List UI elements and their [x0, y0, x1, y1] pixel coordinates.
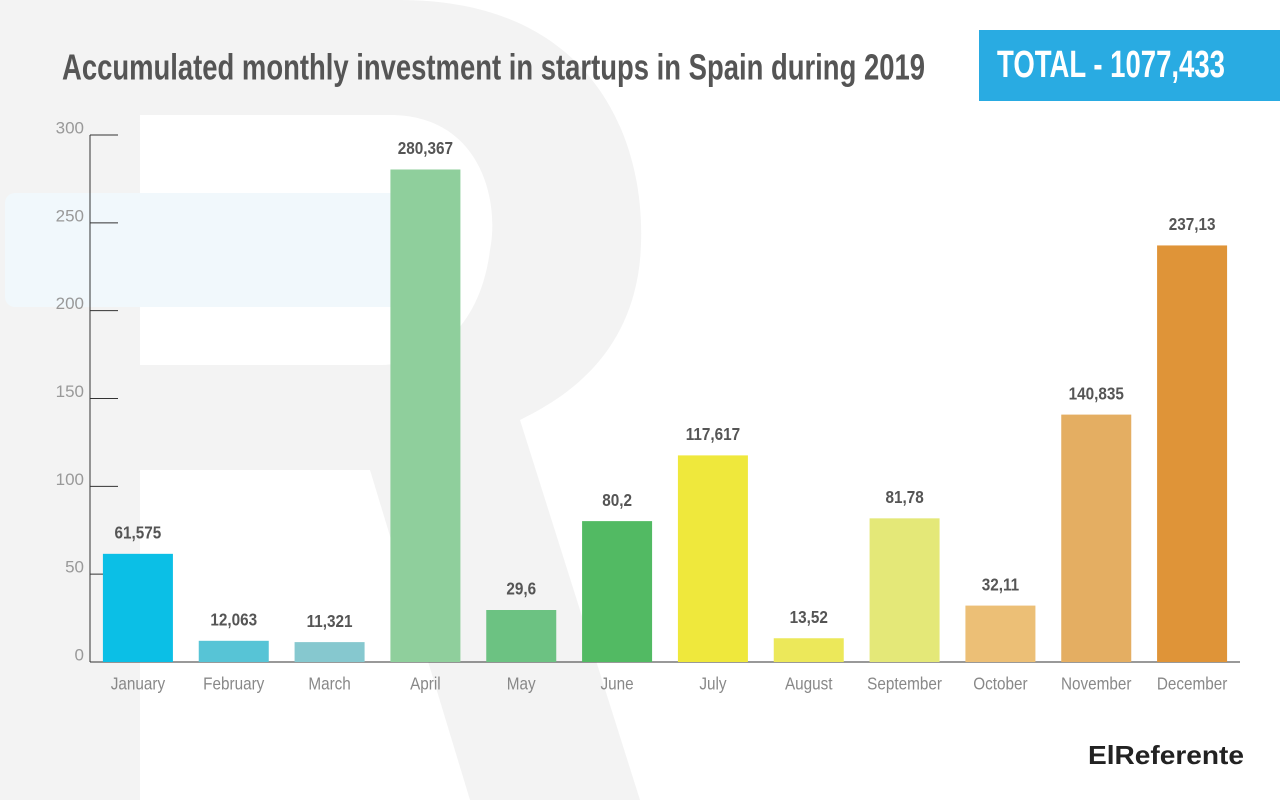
watermark-band — [5, 193, 405, 307]
bar — [869, 518, 940, 662]
value-label: 29,6 — [506, 579, 536, 599]
bar — [102, 553, 173, 662]
value-label: 140,835 — [1069, 383, 1124, 403]
bar — [390, 169, 461, 662]
x-tick-label: January — [111, 674, 166, 694]
bar — [198, 640, 269, 662]
y-tick-label: 100 — [56, 470, 84, 489]
bar — [582, 521, 653, 662]
y-tick-label: 0 — [75, 645, 84, 664]
bar — [677, 455, 748, 662]
value-label: 81,78 — [885, 487, 923, 507]
y-tick-label: 250 — [56, 206, 84, 225]
bar — [1061, 414, 1132, 662]
value-label: 11,321 — [307, 611, 353, 631]
bar — [773, 638, 844, 662]
value-label: 13,52 — [790, 607, 828, 627]
x-tick-label: May — [507, 674, 536, 694]
y-tick-label: 50 — [65, 558, 84, 577]
bar — [965, 605, 1036, 662]
x-tick-label: December — [1157, 674, 1228, 694]
x-tick-label: June — [601, 674, 634, 694]
total-label: TOTAL - 1077,433 — [997, 44, 1225, 86]
logo: ElReferente — [1088, 740, 1244, 770]
x-tick-label: September — [867, 674, 942, 694]
value-label: 280,367 — [398, 138, 453, 158]
value-label: 12,063 — [210, 609, 257, 629]
x-tick-label: November — [1061, 674, 1132, 694]
x-tick-label: October — [973, 674, 1028, 694]
y-tick-label: 150 — [56, 382, 84, 401]
bar — [486, 610, 557, 662]
value-label: 237,13 — [1169, 214, 1216, 234]
bar — [294, 642, 365, 662]
value-label: 80,2 — [602, 490, 632, 510]
y-tick-label: 200 — [56, 294, 84, 313]
x-tick-label: February — [203, 674, 265, 694]
total-box — [979, 30, 1280, 101]
x-tick-label: August — [785, 674, 833, 694]
x-tick-label: April — [410, 674, 441, 694]
chart-title: Accumulated monthly investment in startu… — [62, 47, 925, 88]
value-label: 32,11 — [982, 574, 1019, 594]
value-label: 117,617 — [686, 424, 740, 444]
bar — [1157, 245, 1228, 662]
value-label: 61,575 — [115, 522, 162, 542]
y-tick-label: 300 — [56, 118, 84, 137]
x-tick-label: July — [699, 674, 727, 694]
x-tick-label: March — [308, 674, 350, 694]
